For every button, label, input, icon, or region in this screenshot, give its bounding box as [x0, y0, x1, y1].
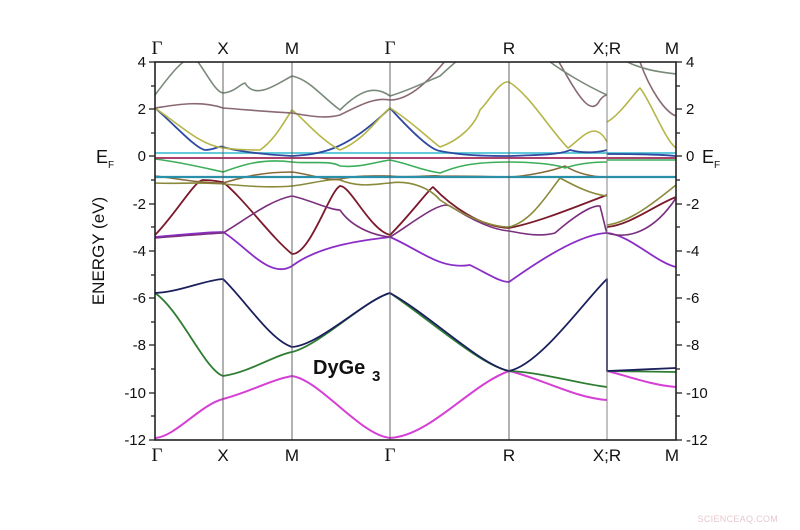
ytick-left-4: 4 [138, 54, 146, 71]
kpoint-lines [222, 62, 608, 440]
ytick-left-2: 2 [138, 101, 146, 118]
kpoint-gamma-bottom: Γ [152, 445, 163, 466]
formula-main: DyGe [313, 357, 365, 379]
y-axis-label: ENERGY (eV) [89, 197, 108, 305]
ytick-left-m4: -4 [133, 243, 146, 260]
ytick-right-0: 0 [686, 148, 694, 165]
kpoint-xr-top: X;R [593, 39, 621, 58]
band-yellowgreen [155, 81, 676, 151]
ytick-left-m10: -10 [124, 385, 146, 402]
band-violet [155, 195, 676, 239]
kpoint-r-bottom: R [503, 446, 515, 465]
ytick-left-m12: -12 [124, 432, 146, 449]
y-tick-labels-right: 4 2 0 -2 -4 -6 -8 -10 -12 [686, 54, 708, 449]
ytick-right-m8: -8 [686, 337, 699, 354]
y-tick-labels-left: 4 2 0 -2 -4 -6 -8 -10 -12 [124, 54, 146, 449]
ef-sub-left: F [108, 160, 114, 171]
fermi-label-left: E F [96, 147, 114, 171]
kpoint-labels-bottom: Γ X M Γ R X;R M [152, 445, 680, 466]
bands [155, 62, 676, 439]
ytick-left-m2: -2 [133, 196, 146, 213]
formula-label: DyGe 3 [313, 357, 380, 385]
ytick-left-m8: -8 [133, 337, 146, 354]
ytick-right-m2: -2 [686, 196, 699, 213]
band-green2 [155, 158, 676, 174]
ytick-left-m6: -6 [133, 290, 146, 307]
kpoint-gamma2-bottom: Γ [385, 445, 396, 466]
band-darkred [155, 179, 676, 255]
ef-main-left: E [96, 147, 108, 167]
kpoint-labels-top: Γ X M Γ R X;R M [152, 38, 680, 59]
ytick-left-0: 0 [138, 148, 146, 165]
watermark: SCIENCEAQ.COM [697, 514, 778, 524]
y-ticks [149, 61, 682, 441]
kpoint-gamma2-top: Γ [385, 38, 396, 59]
kpoint-xr-bottom: X;R [593, 446, 621, 465]
kpoint-m2-bottom: M [665, 446, 679, 465]
ytick-right-m4: -4 [686, 243, 699, 260]
band-navy [155, 278, 676, 372]
ytick-right-4: 4 [686, 54, 694, 71]
ytick-right-2: 2 [686, 101, 694, 118]
ytick-right-m10: -10 [686, 385, 708, 402]
ef-sub-right: F [714, 160, 720, 171]
kpoint-x-bottom: X [217, 446, 228, 465]
formula-sub: 3 [372, 368, 380, 385]
ytick-right-m6: -6 [686, 290, 699, 307]
band-mauve [155, 62, 676, 118]
fermi-label-right: E F [702, 147, 720, 171]
ytick-right-m12: -12 [686, 432, 708, 449]
band-purple [155, 231, 676, 283]
kpoint-m2-top: M [665, 39, 679, 58]
kpoint-m-bottom: M [285, 446, 299, 465]
band-green [155, 292, 676, 388]
kpoint-r-top: R [503, 39, 515, 58]
kpoint-x-top: X [217, 39, 228, 58]
band-magenta [155, 370, 676, 439]
ef-main-right: E [702, 147, 714, 167]
kpoint-m-top: M [285, 39, 299, 58]
kpoint-gamma-top: Γ [152, 38, 163, 59]
